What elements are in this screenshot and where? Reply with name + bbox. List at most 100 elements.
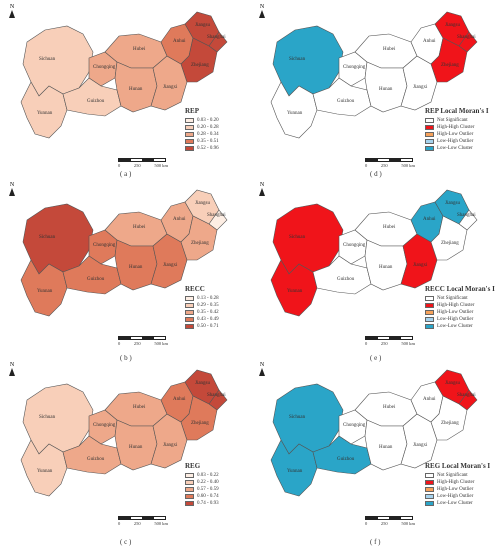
- panel-letter-f: ( f ): [370, 538, 381, 546]
- north-arrow-icon: [9, 10, 15, 18]
- panel-letter-a: ( a ): [120, 170, 132, 178]
- legend-item: 0.74 - 0.93: [185, 500, 219, 507]
- province-label-zhejiang: Zhejiang: [441, 63, 459, 68]
- north-arrow-e: N: [257, 182, 267, 196]
- legend-label: 0.29 - 0.35: [197, 303, 219, 308]
- province-label-chongqing: Chongqing: [93, 423, 116, 428]
- legend-swatch: [425, 501, 434, 506]
- province-label-hubei: Hubei: [383, 47, 396, 52]
- province-label-chongqing: Chongqing: [343, 243, 366, 248]
- legend-item: 0.03 - 0.22: [185, 472, 219, 479]
- legend-title: REP Local Moran's I: [425, 107, 489, 115]
- legend-swatch: [425, 473, 434, 478]
- north-arrow-icon: [9, 188, 15, 196]
- legend-item: 0.35 - 0.42: [185, 309, 219, 316]
- scale-bar-d: 0 250 500 km: [365, 158, 415, 168]
- province-label-guizhou: Guizhou: [87, 99, 105, 104]
- scale-label: 500 km: [401, 163, 415, 168]
- scale-label: 250: [380, 163, 388, 168]
- legend-item: High-Low Outlier: [425, 131, 489, 138]
- province-label-yunnan: Yunnan: [287, 289, 303, 294]
- north-arrow-a: N: [7, 4, 17, 18]
- north-arrow-icon: [259, 10, 265, 18]
- province-label-hunan: Hunan: [129, 445, 143, 450]
- province-label-sichuan: Sichuan: [39, 57, 56, 62]
- legend-swatch: [185, 139, 194, 144]
- province-label-jiangsu: Jiangsu: [195, 381, 211, 386]
- map-c: Sichuan Chongqing Hubei Anhui Shanghai Zhejia…: [20, 369, 228, 497]
- province-label-jiangsu: Jiangsu: [195, 23, 211, 28]
- province-label-shanghai: Shanghai: [207, 213, 226, 218]
- legend-label: 0.28 - 0.34: [197, 132, 219, 137]
- legend-item: Not Significant: [425, 295, 495, 302]
- province-guizhou-c: [62, 435, 122, 475]
- scale-bar-a: 0 250 500 km: [118, 158, 168, 168]
- legend-item: 0.60 - 0.74: [185, 493, 219, 500]
- map-b: Sichuan Chongqing Hubei Anhui Shanghai Zhejia…: [20, 189, 228, 317]
- province-label-sichuan: Sichuan: [289, 415, 306, 420]
- legend-label: 0.13 - 0.28: [197, 296, 219, 301]
- legend-label: Low-Low Cluster: [437, 324, 473, 329]
- legend-swatch: [185, 487, 194, 492]
- legend-swatch: [425, 132, 434, 137]
- legend-swatch: [185, 118, 194, 123]
- legend-swatch: [425, 487, 434, 492]
- province-label-hunan: Hunan: [129, 87, 143, 92]
- scale-label: 250: [133, 163, 141, 168]
- legend-item: 0.13 - 0.28: [185, 295, 219, 302]
- legend-title: REG: [185, 462, 201, 470]
- province-label-sichuan: Sichuan: [39, 415, 56, 420]
- legend-swatch: [185, 317, 194, 322]
- legend-label: High-High Cluster: [437, 480, 475, 485]
- legend-title: REG Local Moran's I: [425, 462, 491, 470]
- legend-label: High-High Cluster: [437, 125, 475, 130]
- province-yunnan-a: [20, 81, 68, 139]
- legend-item: 0.43 - 0.49: [185, 316, 219, 323]
- north-arrow-icon: [9, 368, 15, 376]
- province-label-zhejiang: Zhejiang: [441, 421, 459, 426]
- province-label-guizhou: Guizhou: [337, 277, 355, 282]
- legend-label: 0.03 - 0.20: [197, 118, 219, 123]
- province-label-sichuan: Sichuan: [39, 235, 56, 240]
- scale-bar-c: 0 250 500 km: [118, 516, 168, 526]
- province-label-sichuan: Sichuan: [289, 57, 306, 62]
- province-label-zhejiang: Zhejiang: [441, 241, 459, 246]
- legend-label: 0.52 - 0.96: [197, 146, 219, 151]
- legend-swatch: [185, 125, 194, 130]
- province-zhejiang-b: [180, 215, 218, 261]
- legend-swatch: [425, 303, 434, 308]
- legend-item: High-High Cluster: [425, 479, 490, 486]
- scale-bar-e: 0 250 500 km: [365, 336, 415, 346]
- province-label-anhui: Anhui: [173, 397, 186, 402]
- legend-label: 0.74 - 0.93: [197, 501, 219, 506]
- north-arrow-icon: [259, 188, 265, 196]
- map-a: Sichuan Chongqing Hubei Anhui Shanghai Zhejia…: [20, 11, 228, 139]
- legend-label: 0.60 - 0.74: [197, 494, 219, 499]
- legend-label: Not Significant: [437, 118, 468, 123]
- legend-label: 0.20 - 0.28: [197, 125, 219, 130]
- scale-label: 500 km: [401, 521, 415, 526]
- province-label-hubei: Hubei: [383, 405, 396, 410]
- province-label-chongqing: Chongqing: [93, 65, 116, 70]
- legend-label: Low-Low Cluster: [437, 146, 473, 151]
- province-label-shanghai: Shanghai: [457, 35, 476, 40]
- scale-label: 0: [118, 341, 121, 346]
- province-label-anhui: Anhui: [423, 217, 436, 222]
- panel-letter-b: ( b ): [120, 354, 132, 362]
- north-label: N: [259, 362, 265, 368]
- legend-item: Low-Low Cluster: [425, 500, 490, 507]
- north-label: N: [259, 4, 265, 10]
- legend-label: 0.43 - 0.49: [197, 317, 219, 322]
- legend-label: 0.03 - 0.22: [197, 473, 219, 478]
- scale-label: 0: [365, 341, 368, 346]
- legend-label: Not Significant: [437, 296, 468, 301]
- legend-label: Low-High Outlier: [437, 317, 474, 322]
- legend-swatch: [185, 494, 194, 499]
- province-label-jiangxi: Jiangxi: [413, 263, 428, 268]
- scale-label: 0: [118, 521, 121, 526]
- legend-title: RECC Local Moran's I: [425, 285, 495, 293]
- scale-bar-b: 0 250 500 km: [118, 336, 168, 346]
- legend-label: High-Low Outlier: [437, 132, 474, 137]
- legend-item: 0.52 - 0.96: [185, 145, 219, 152]
- province-label-jiangxi: Jiangxi: [413, 443, 428, 448]
